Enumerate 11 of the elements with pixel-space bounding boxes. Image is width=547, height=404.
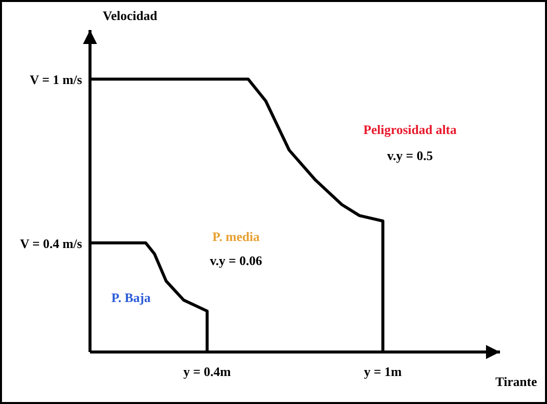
y-tick-label: V = 0.4 m/s <box>20 236 82 251</box>
y-tick-label: V = 1 m/s <box>30 72 82 88</box>
x-tick-label: y = 0.4m <box>183 364 232 379</box>
annotation: v.y = 0.06 <box>210 253 263 268</box>
annotation: Peligrosidad alta <box>363 122 458 137</box>
x-tick-label: y = 1m <box>364 364 402 379</box>
y-axis-title: Velocidad <box>102 8 158 23</box>
annotation: v.y = 0.5 <box>387 148 434 163</box>
annotation: P. Baja <box>111 290 152 305</box>
x-axis-title: Tirante <box>495 374 538 389</box>
annotation: P. media <box>212 229 260 244</box>
